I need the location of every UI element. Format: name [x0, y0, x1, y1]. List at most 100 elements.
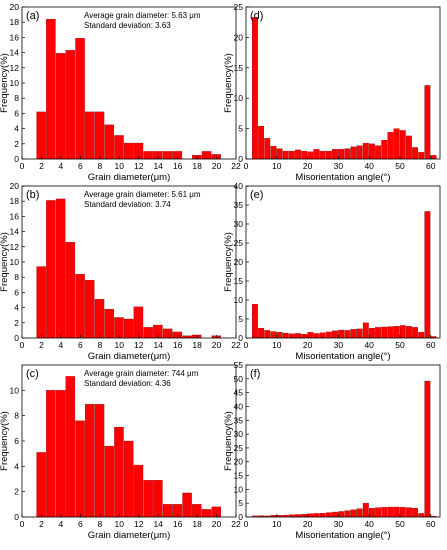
bar: [94, 299, 105, 339]
x-tick-label: 18: [192, 161, 202, 171]
bar: [143, 480, 153, 518]
plot-frame: [245, 364, 441, 518]
bar: [313, 333, 320, 339]
x-tick-label: 10: [115, 519, 125, 529]
bar: [393, 506, 400, 518]
x-tick-label: 10: [272, 340, 282, 350]
bar: [65, 50, 76, 160]
bar: [46, 200, 56, 339]
bar: [75, 274, 85, 339]
bar: [338, 149, 345, 160]
y-axis-label: Frequency(%): [0, 53, 10, 113]
y-tick-label: 25: [234, 2, 244, 12]
y-tick-label: 20: [234, 457, 244, 467]
y-axis-label: Frequency(%): [223, 232, 234, 292]
bar: [46, 19, 56, 160]
bar: [85, 404, 95, 518]
y-tick-label: 0: [14, 512, 19, 522]
bar: [375, 327, 382, 339]
y-tick-label: 10: [10, 257, 20, 267]
y-tick-label: 4: [14, 303, 19, 313]
bar: [114, 135, 124, 160]
bar: [307, 151, 314, 160]
x-tick-label: 10: [272, 161, 282, 171]
x-tick-label: 60: [426, 519, 436, 529]
bar: [301, 334, 308, 339]
bar: [350, 329, 357, 339]
y-tick-label: 15: [234, 471, 244, 481]
bar: [338, 329, 345, 339]
y-tick-label: 0: [14, 154, 19, 164]
y-tick-label: 2: [14, 487, 19, 497]
bar: [332, 511, 338, 518]
bar: [424, 85, 431, 160]
y-axis-label: Frequency(%): [0, 232, 10, 292]
chart-panel-2: 0 10 20 30 40 50 60 0 5 10 15 20 25 Misorientation an…: [223, 2, 441, 183]
bar: [319, 512, 326, 518]
y-tick-label: 20: [10, 181, 20, 191]
x-tick-label: 40: [364, 519, 374, 529]
x-tick-label: 8: [97, 340, 102, 350]
x-axis-label: Misorientation angle(°): [295, 172, 390, 183]
bar: [405, 326, 412, 339]
bar: [55, 198, 66, 339]
annotation: Standard deviation: 4.36: [84, 379, 171, 388]
bar: [362, 503, 369, 518]
bar: [36, 266, 46, 339]
bar: [424, 380, 431, 518]
y-tick-label: 40: [234, 401, 244, 411]
bar: [399, 325, 406, 339]
y-tick-label: 30: [234, 429, 244, 439]
bar: [264, 138, 271, 160]
bar: [252, 304, 258, 339]
bar: [424, 211, 431, 339]
bar: [412, 508, 418, 518]
bar: [350, 509, 357, 518]
x-tick-label: 30: [334, 340, 344, 350]
bar: [381, 507, 388, 518]
x-tick-label: 0: [244, 519, 249, 529]
bar: [36, 452, 46, 518]
x-tick-label: 50: [395, 519, 405, 529]
bar: [162, 504, 173, 518]
bar: [418, 332, 425, 339]
bar: [313, 149, 320, 160]
bar: [104, 308, 114, 339]
bar: [332, 330, 338, 339]
bar: [36, 111, 46, 160]
bar: [313, 513, 320, 518]
y-tick-label: 4: [14, 461, 19, 471]
x-tick-label: 20: [212, 340, 222, 350]
bar: [143, 151, 153, 160]
x-tick-label: 6: [78, 161, 83, 171]
y-tick-label: 0: [14, 333, 19, 343]
x-tick-label: 10: [115, 161, 125, 171]
bar: [418, 513, 425, 518]
annotation: Standard deviation: 3.74: [84, 200, 171, 209]
x-tick-label: 12: [134, 161, 144, 171]
y-tick-label: 6: [14, 108, 19, 118]
chart-panel-4: 0 10 20 30 40 50 600510152025303540Misorientat…: [223, 181, 441, 362]
y-tick-label: 15: [234, 276, 244, 286]
bar: [85, 111, 95, 160]
bar: [123, 440, 134, 518]
bar: [55, 53, 66, 160]
y-tick-label: 6: [14, 287, 19, 297]
bar: [295, 149, 301, 160]
y-tick-label: 55: [234, 360, 244, 370]
bar: [387, 506, 394, 518]
x-tick-label: 30: [334, 161, 344, 171]
x-tick-label: 20: [303, 519, 313, 529]
x-tick-label: 60: [426, 340, 436, 350]
x-tick-label: 0: [20, 340, 25, 350]
x-axis-label: Grain diameter(μm): [88, 530, 171, 541]
x-tick-label: 2: [39, 340, 44, 350]
bar: [362, 143, 369, 160]
bar: [369, 508, 375, 518]
x-tick-label: 20: [212, 161, 222, 171]
y-tick-label: 8: [14, 411, 19, 421]
bar: [338, 511, 345, 518]
y-tick-label: 10: [234, 295, 244, 305]
y-tick-label: 20: [10, 2, 20, 12]
